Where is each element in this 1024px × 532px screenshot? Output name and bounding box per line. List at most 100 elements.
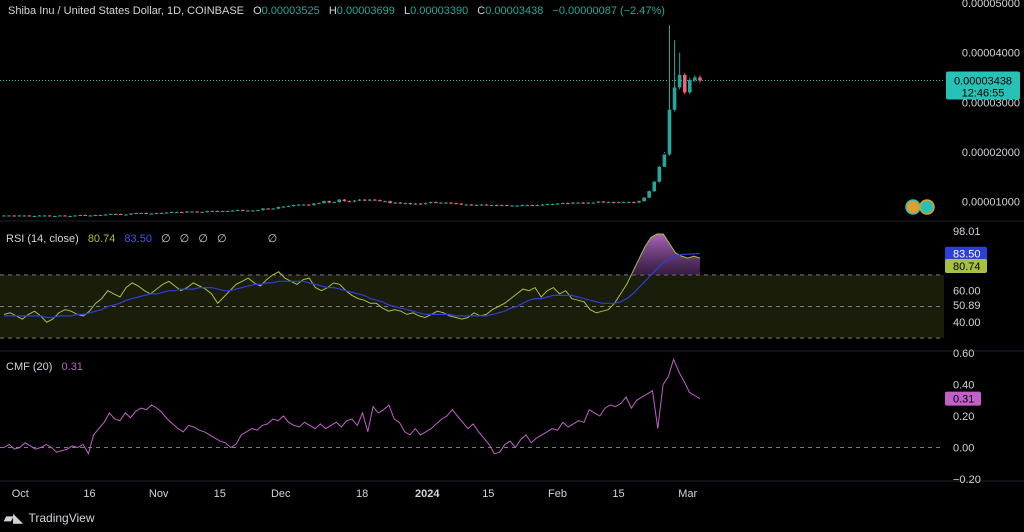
rsi-ma-badge	[945, 246, 987, 261]
candle-body	[149, 213, 154, 215]
candle-body	[454, 203, 458, 205]
candle-body	[159, 213, 164, 215]
candle-body	[332, 202, 336, 204]
candle-body	[367, 199, 372, 201]
candle-body	[423, 203, 428, 205]
candle-body	[510, 205, 514, 207]
candle-body	[515, 205, 519, 207]
cmf-axis-tick: −0.20	[953, 474, 981, 486]
x-axis-tick: 18	[356, 488, 368, 500]
cmf-title: CMF (20)	[6, 361, 53, 373]
candle-body	[566, 203, 570, 205]
candle-body	[505, 205, 509, 207]
candle-body	[449, 202, 453, 204]
candle-body	[586, 202, 590, 204]
x-axis-tick: 15	[482, 488, 494, 500]
price-axis-tick: 0.00004000	[962, 48, 1020, 60]
candle-body	[22, 215, 27, 217]
candle-body	[459, 203, 463, 205]
high-value: 0.00003699	[336, 5, 395, 17]
candle-body	[561, 203, 565, 205]
candle-body	[469, 204, 474, 206]
empty-value-2: ∅	[179, 233, 190, 245]
candle-body	[439, 202, 443, 204]
tradingview-logo[interactable]: ▰◣ TradingView	[4, 511, 95, 525]
event-marker-icon	[919, 199, 935, 215]
x-axis-tick: 15	[214, 488, 226, 500]
symbol-name: Shiba Inu / United States Dollar, 1D, CO…	[8, 5, 245, 17]
candle-body	[42, 215, 47, 217]
candle-body	[378, 200, 382, 202]
candle-body	[520, 205, 524, 207]
x-axis-tick: 16	[83, 488, 95, 500]
candle-body	[63, 215, 67, 217]
cmf-legend[interactable]: CMF (20) 0.31	[6, 361, 83, 373]
low-value: 0.00003390	[410, 5, 469, 17]
candle-body	[210, 211, 215, 213]
x-axis-tick: Mar	[678, 488, 697, 500]
rsi-line	[3, 233, 701, 323]
candle-body	[164, 212, 169, 214]
rsi-legend[interactable]: RSI (14, close) 80.74 83.50 ∅ ∅ ∅ ∅ ∅	[6, 232, 277, 245]
candle-body	[261, 208, 265, 211]
candle-body	[312, 203, 316, 206]
cmf-axis-tick: 0.40	[953, 380, 974, 392]
empty-value-5: ∅	[267, 233, 278, 245]
candle-body	[484, 204, 489, 206]
rsi-axis-tick: 50.89	[953, 300, 981, 312]
rsi-overbought-fill	[278, 234, 700, 275]
candle-body	[352, 200, 357, 202]
candle-body	[545, 204, 550, 206]
change-value: −0.00000087 (−2.47%)	[552, 5, 665, 17]
x-axis-tick: Nov	[149, 488, 169, 500]
low-label: L	[403, 5, 411, 17]
high-label: H	[328, 5, 337, 17]
candle-body	[317, 203, 321, 205]
x-axis-tick: Feb	[548, 488, 567, 500]
candle-body	[596, 201, 601, 203]
candle-body	[78, 215, 82, 217]
x-axis-tick: Dec	[271, 488, 291, 500]
candle-body	[591, 202, 596, 204]
candle-body	[73, 215, 77, 217]
candle-body	[98, 215, 103, 217]
rsi-title: RSI (14, close)	[6, 233, 79, 245]
candle-body	[154, 213, 159, 215]
candle-body	[251, 210, 255, 212]
candle-body	[124, 214, 128, 216]
x-axis-tick: 15	[612, 488, 624, 500]
tradingview-logo-icon: ▰◣	[4, 511, 23, 525]
candle-body	[190, 211, 194, 213]
candle-body	[68, 216, 72, 218]
candle-body	[2, 215, 6, 217]
candle-body	[642, 197, 646, 202]
candle-body	[474, 205, 479, 207]
cmf-axis-tick: 0.20	[953, 411, 974, 423]
candle-body	[632, 202, 636, 204]
candle-body	[342, 199, 347, 202]
candle-body	[291, 205, 296, 207]
candle-body	[398, 202, 403, 204]
candle-body	[235, 210, 240, 212]
cmf-badge-value: 0.31	[953, 394, 974, 406]
candle-body	[88, 215, 93, 217]
empty-value-4: ∅	[216, 233, 227, 245]
candle-body	[240, 210, 245, 212]
price-axis-tick: 0.00003000	[962, 97, 1020, 109]
candle-body	[281, 206, 286, 208]
rsi-value: 80.74	[87, 233, 116, 245]
candle-body	[307, 204, 311, 206]
cmf-line	[3, 357, 701, 456]
candle-body	[256, 210, 260, 212]
candle-body	[677, 75, 682, 88]
rsi-ma-badge-value: 83.50	[953, 249, 981, 261]
candle-body	[230, 210, 235, 212]
candle-body	[337, 199, 342, 203]
candle-body	[93, 215, 98, 217]
candle-body	[413, 203, 418, 205]
candle-body	[174, 212, 179, 214]
close-value: 0.00003438	[485, 5, 544, 17]
candle-body	[540, 204, 545, 206]
candle-body	[58, 215, 62, 217]
